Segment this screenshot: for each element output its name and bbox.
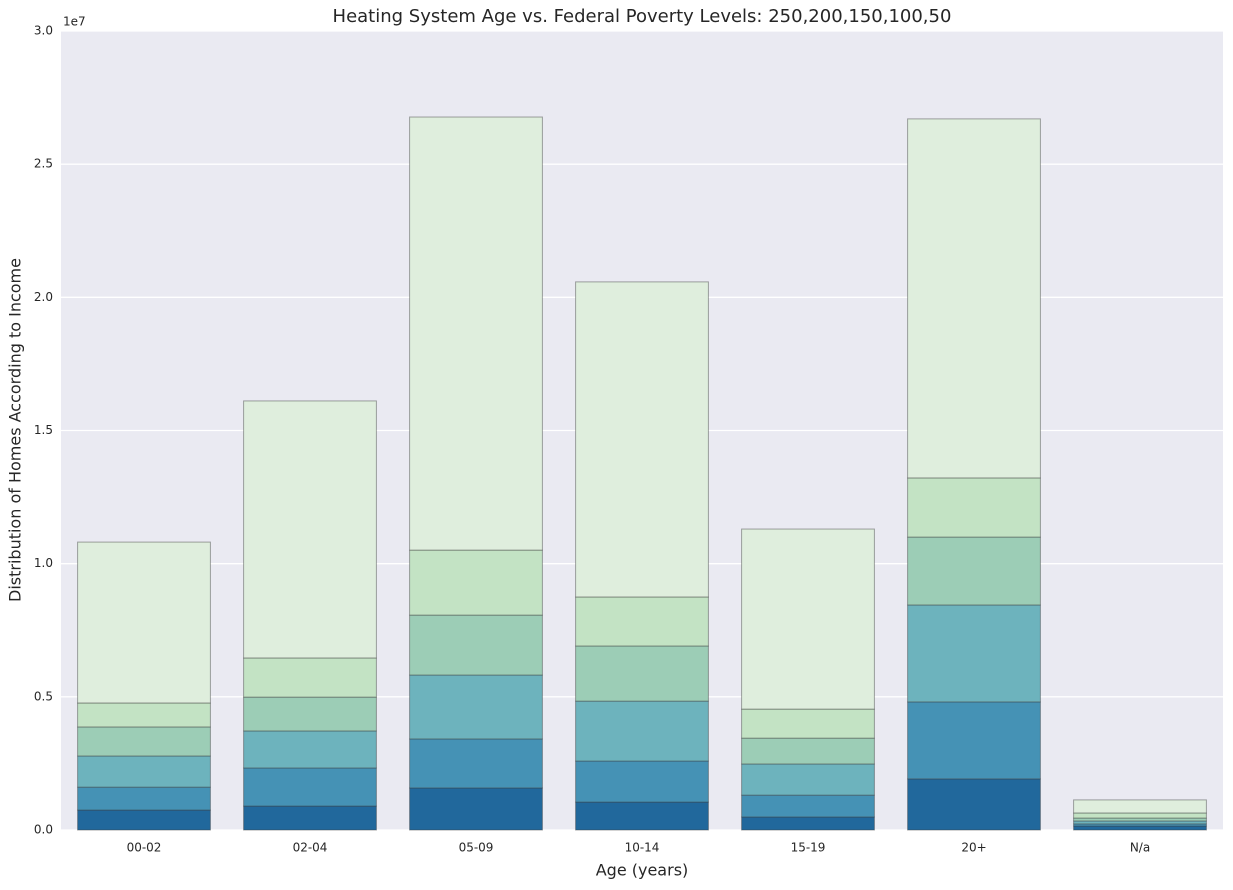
bar-segment xyxy=(1073,825,1207,831)
bar-segment xyxy=(243,805,377,831)
bar-segment xyxy=(741,794,875,818)
bar-segment xyxy=(243,730,377,769)
bar-segment xyxy=(575,596,709,647)
x-tick-label: 15-19 xyxy=(791,841,826,855)
bar-segment xyxy=(741,528,875,710)
bar-segment xyxy=(907,118,1041,479)
bar-segment xyxy=(409,674,543,740)
bar-segment xyxy=(907,477,1041,538)
y-axis-title: Distribution of Homes According to Incom… xyxy=(6,258,25,602)
x-tick-label: 20+ xyxy=(961,841,986,855)
bar-segment xyxy=(409,116,543,551)
bar-segment xyxy=(409,787,543,831)
bar-segment xyxy=(741,763,875,796)
y-offset-label: 1e7 xyxy=(63,15,86,29)
bar-segment xyxy=(907,778,1041,831)
y-tick-label: 0.0 xyxy=(34,823,53,837)
bar-segment xyxy=(77,726,211,757)
bar-segment xyxy=(409,549,543,616)
y-tick-label: 1.5 xyxy=(34,423,53,437)
y-tick-label: 0.5 xyxy=(34,689,53,703)
bar-segment xyxy=(741,737,875,765)
y-tick-label: 3.0 xyxy=(34,24,53,38)
bar-segment xyxy=(741,816,875,831)
bar-segment xyxy=(1073,812,1207,819)
bar-segment xyxy=(741,708,875,739)
bar-segment xyxy=(575,281,709,598)
bar-segment xyxy=(575,645,709,702)
x-tick-label: 02-04 xyxy=(293,841,328,855)
bar-segment xyxy=(575,801,709,831)
bar-segment xyxy=(77,755,211,788)
y-tick-label: 2.0 xyxy=(34,290,53,304)
bar-segment xyxy=(907,701,1041,780)
x-tick-label: 10-14 xyxy=(625,841,660,855)
bar-segment xyxy=(575,760,709,803)
bar-segment xyxy=(77,541,211,704)
bar-segment xyxy=(907,536,1041,606)
x-axis-title: Age (years) xyxy=(596,861,689,880)
bar-segment xyxy=(243,767,377,807)
x-tick-label: 00-02 xyxy=(127,841,162,855)
x-tick-label: N/a xyxy=(1130,841,1150,855)
chart-title: Heating System Age vs. Federal Poverty L… xyxy=(333,6,952,27)
bar-segment xyxy=(77,702,211,728)
bar-segment xyxy=(409,738,543,789)
y-tick-label: 2.5 xyxy=(34,157,53,171)
y-tick-label: 1.0 xyxy=(34,556,53,570)
bar-segment xyxy=(243,400,377,659)
bar-segment xyxy=(907,604,1041,703)
x-tick-label: 05-09 xyxy=(459,841,494,855)
bar-segment xyxy=(243,657,377,698)
bar-segment xyxy=(77,809,211,831)
bar-segment xyxy=(77,786,211,811)
bar-segment xyxy=(1073,799,1207,814)
bar-segment xyxy=(575,700,709,762)
bar-segment xyxy=(409,614,543,676)
bar-segment xyxy=(243,696,377,732)
